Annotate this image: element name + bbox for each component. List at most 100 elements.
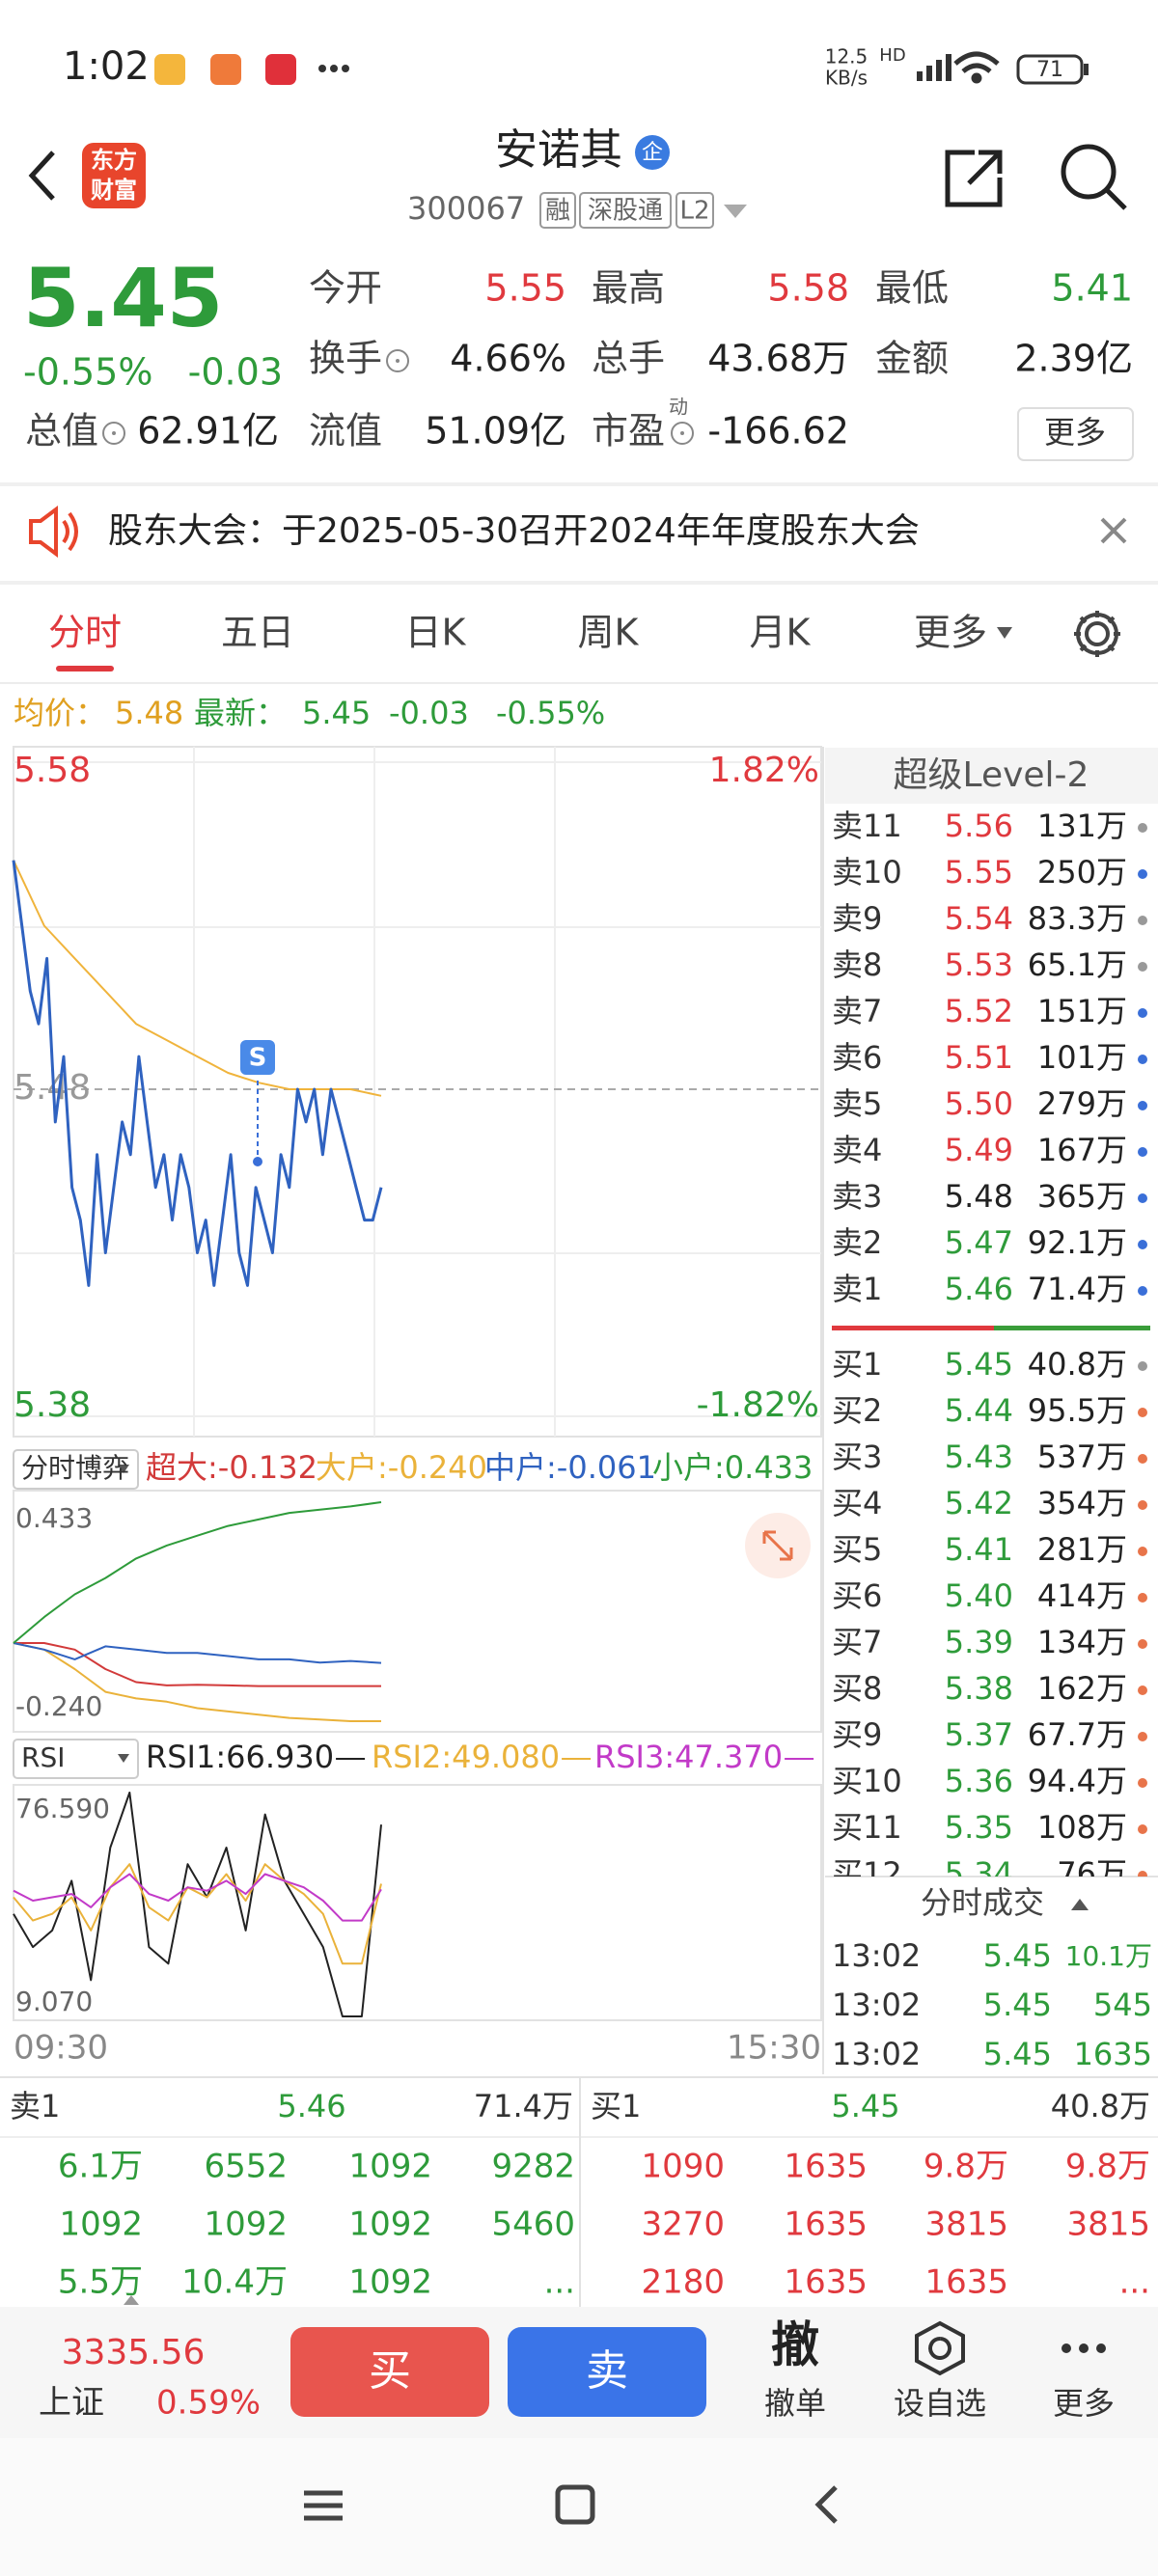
book-volume: 83.3万 (1028, 900, 1127, 937)
nav-back[interactable] (814, 2485, 838, 2524)
table-cell: 6.1万 (58, 2148, 143, 2186)
book-dot (1138, 1147, 1147, 1157)
dropdown-caret[interactable] (724, 205, 747, 218)
book-label: 卖3 (832, 1178, 882, 1215)
table-cell: ... (544, 2263, 575, 2302)
cancel-icon: 撤 (771, 2317, 819, 2373)
book-volume: 94.4万 (1028, 1763, 1127, 1799)
book-price: 5.47 (945, 1224, 1013, 1261)
table-cell: 2180 (641, 2263, 725, 2302)
tab[interactable]: 五日 (221, 612, 294, 654)
rsi-selector-caret[interactable] (118, 1754, 129, 1763)
legend-entry: 超大:-0.132 (146, 1449, 317, 1486)
tab-caret[interactable] (997, 627, 1012, 639)
book-dot (1138, 869, 1147, 879)
y-tick-label: 5.58 (14, 751, 91, 790)
table-cell: 1092 (204, 2206, 288, 2244)
settings-button[interactable] (1074, 611, 1120, 657)
expand-caret[interactable] (124, 2295, 139, 2305)
trade-time: 13:02 (832, 1987, 921, 2023)
table-cell: 1635 (784, 2206, 868, 2244)
watch-icon[interactable] (915, 2320, 965, 2376)
buy-button[interactable] (290, 2327, 489, 2417)
book-volume: 92.1万 (1028, 1224, 1127, 1261)
book-dot (1138, 1685, 1147, 1695)
pct-label: 1.82% (709, 751, 819, 790)
search-button[interactable] (1061, 144, 1127, 210)
divider (0, 581, 1158, 585)
book-volume: 108万 (1037, 1809, 1127, 1846)
book-dot (1138, 1547, 1147, 1556)
series-line (13, 1501, 382, 1644)
sell-button[interactable] (508, 2327, 706, 2417)
book-dot (1138, 1408, 1147, 1417)
book-price: 5.41 (945, 1531, 1013, 1568)
book-dot (1138, 1778, 1147, 1788)
book-price: 5.48 (945, 1178, 1013, 1215)
series-line (13, 860, 382, 1097)
tag-box (676, 192, 714, 229)
book-label: 买5 (832, 1531, 882, 1568)
tab[interactable]: 更多 (914, 612, 987, 654)
close-notice[interactable] (1100, 517, 1127, 544)
nav-menu[interactable] (304, 2490, 343, 2521)
book-dot (1138, 1732, 1147, 1741)
trade-volume: 10.1万 (1065, 1940, 1152, 1972)
marker-badge (240, 1040, 275, 1075)
book-price: 5.55 (945, 854, 1013, 891)
book-label: 买9 (832, 1716, 882, 1753)
field-value: 2.39亿 (1014, 338, 1133, 380)
trades-caret[interactable] (1071, 1899, 1089, 1910)
info-icon-dot (680, 431, 685, 435)
signal-icon (917, 54, 951, 81)
rsi-selector[interactable] (13, 1739, 139, 1779)
field-label: 金额 (875, 338, 949, 380)
series-line (13, 1642, 381, 1722)
book-dot (1138, 1055, 1147, 1064)
series-line (12, 860, 383, 1287)
book-price: 5.54 (945, 900, 1013, 937)
nav-home[interactable] (555, 2484, 595, 2525)
table-head: 卖1 (10, 2088, 60, 2124)
trade-time: 13:02 (832, 2036, 921, 2072)
table-cell: ... (1119, 2263, 1150, 2302)
book-label: 卖5 (832, 1085, 882, 1122)
book-volume: 167万 (1037, 1132, 1127, 1168)
book-split-bid (994, 1326, 1150, 1330)
more-icon[interactable] (1062, 2343, 1106, 2353)
flow-selector-caret[interactable] (118, 1465, 129, 1473)
book-label: 买11 (832, 1809, 902, 1846)
share-button[interactable] (945, 150, 1003, 207)
more-button[interactable] (1017, 407, 1134, 461)
tab-underline (56, 666, 114, 671)
book-dot (1138, 1824, 1147, 1834)
sell-label: 卖 (586, 2346, 628, 2396)
trade-time: 13:02 (832, 1937, 921, 1974)
tab[interactable]: 周K (578, 612, 640, 654)
table-cell: 9.8万 (924, 2148, 1008, 2186)
book-volume: 131万 (1037, 808, 1127, 844)
book-price: 5.50 (945, 1085, 1013, 1122)
last-value: 5.45 (302, 695, 371, 731)
field-value: 4.66% (450, 338, 566, 380)
price-chart-layout-grid (14, 747, 821, 1437)
book-label: 卖4 (832, 1132, 882, 1168)
book-volume: 151万 (1037, 993, 1127, 1029)
flow-selector[interactable] (13, 1449, 139, 1490)
field-label: 流值 (309, 410, 382, 452)
tab[interactable]: 分时 (48, 612, 122, 654)
table-cell: 1635 (784, 2148, 868, 2186)
last-label: 最新： (194, 695, 287, 731)
tab[interactable]: 月K (750, 612, 812, 654)
table-cell: 6552 (204, 2148, 288, 2186)
back-button[interactable] (28, 151, 55, 201)
table-cell: 10.4万 (181, 2263, 288, 2302)
info-icon (671, 422, 695, 445)
book-dot (1138, 1008, 1147, 1018)
book-dot (1138, 1193, 1147, 1203)
book-price: 5.56 (945, 808, 1013, 844)
speaker-icon (29, 506, 78, 558)
order-book-header (825, 748, 1158, 804)
tab[interactable]: 日K (405, 612, 467, 654)
badge (635, 135, 670, 170)
